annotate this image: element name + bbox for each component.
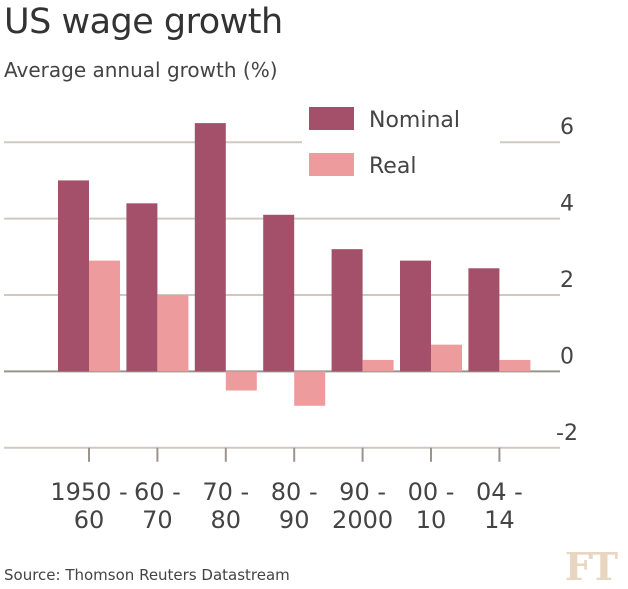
source-note: Source: Thomson Reuters Datastream: [4, 566, 290, 584]
legend-label-real: Real: [369, 154, 416, 179]
legend-swatch-real: [309, 153, 354, 176]
real-bar: [157, 295, 189, 372]
legend-swatch-nominal: [309, 107, 354, 130]
chart-title: US wage growth: [4, 2, 283, 42]
real-bar: [294, 371, 326, 406]
legend: Nominal Real: [309, 107, 460, 179]
real-bar: [431, 344, 462, 372]
x-tick-label: 70 -80: [202, 478, 249, 534]
y-tick-label: 2: [560, 268, 574, 293]
nominal-bar: [126, 203, 158, 372]
x-tick-label: 90 -2000: [332, 478, 393, 534]
y-tick-label: 0: [560, 344, 574, 369]
x-tick-label: 04 -14: [476, 478, 523, 534]
nominal-bar: [331, 249, 363, 372]
bars: [58, 123, 531, 406]
nominal-bar: [263, 214, 295, 372]
real-bar: [89, 260, 120, 372]
chart-subtitle: Average annual growth (%): [4, 58, 278, 82]
ft-logo: FT: [564, 544, 618, 589]
nominal-bar: [194, 123, 226, 372]
x-tick-label: 00 -10: [408, 478, 455, 534]
real-bar: [225, 371, 257, 391]
y-tick-labels: -2 0 2 4 6: [556, 115, 578, 446]
legend-label-nominal: Nominal: [369, 108, 460, 133]
y-tick-label: 6: [560, 115, 574, 140]
x-tick-label: 60 -70: [134, 478, 181, 534]
nominal-bar: [468, 268, 500, 372]
real-bar: [499, 359, 531, 372]
y-tick-label: -2: [556, 421, 578, 446]
real-bar: [362, 359, 394, 372]
nominal-bar: [400, 260, 431, 372]
nominal-bar: [58, 180, 89, 372]
x-tick-label: 80 -90: [271, 478, 318, 534]
y-tick-label: 4: [560, 192, 574, 217]
x-tick-label: 1950 -60: [50, 478, 127, 534]
